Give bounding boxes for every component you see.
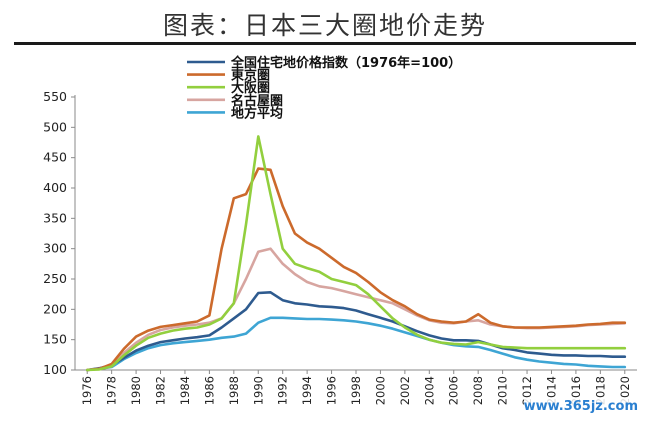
legend-label: 東京圏 — [231, 68, 270, 84]
legend-label: 全国住宅地价格指数（1976年=100） — [230, 55, 461, 71]
y-tick-label: 400 — [43, 180, 67, 195]
x-tick-label: 2006 — [447, 376, 461, 405]
x-tick-label: 1978 — [105, 376, 119, 405]
x-tick-label: 2010 — [496, 376, 510, 405]
x-tick-label: 1992 — [276, 376, 290, 405]
x-tick-label: 1988 — [227, 376, 241, 405]
y-tick-label: 450 — [43, 150, 67, 165]
x-tick-label: 2020 — [618, 376, 632, 405]
watermark: www.365jz.com — [523, 399, 638, 414]
x-tick-label: 1996 — [325, 376, 339, 405]
series-osaka-line — [85, 135, 627, 372]
x-tick-label: 1990 — [251, 376, 265, 405]
x-tick-label: 2002 — [398, 376, 412, 405]
x-tick-label: 2008 — [471, 376, 485, 405]
legend-label: 名古屋圏 — [231, 93, 283, 109]
x-tick-label: 1986 — [202, 376, 216, 405]
x-tick-label: 2018 — [593, 376, 607, 405]
x-tick-label: 2014 — [544, 376, 558, 405]
series-regional-line — [85, 316, 627, 372]
chart-title: 图表：日本三大圈地价走势 — [162, 11, 487, 40]
x-tick-label: 1998 — [349, 376, 363, 405]
y-tick-label: 350 — [43, 210, 67, 225]
y-tick-label: 150 — [43, 332, 67, 347]
y-tick-label: 200 — [43, 301, 67, 316]
legend-label: 大阪圏 — [231, 80, 270, 96]
y-tick-label: 300 — [43, 241, 67, 256]
y-tick-label: 550 — [43, 89, 67, 104]
x-tick-label: 2016 — [569, 376, 583, 405]
y-tick-label: 250 — [43, 271, 67, 286]
legend-label: 地方平均 — [231, 105, 283, 121]
title-underline — [14, 42, 636, 45]
x-tick-label: 1994 — [300, 376, 314, 405]
y-tick-label: 500 — [43, 119, 67, 134]
x-tick-label: 1980 — [129, 376, 143, 405]
y-tick-label: 100 — [43, 362, 67, 377]
x-tick-label: 2000 — [373, 376, 387, 405]
x-tick-label: 2012 — [520, 376, 534, 405]
x-tick-label: 1982 — [154, 376, 168, 405]
series-national-line — [85, 291, 627, 372]
x-tick-label: 2004 — [422, 376, 436, 405]
x-tick-label: 1976 — [80, 376, 94, 405]
series-tokyo-line — [85, 167, 627, 372]
x-tick-label: 1984 — [178, 376, 192, 405]
